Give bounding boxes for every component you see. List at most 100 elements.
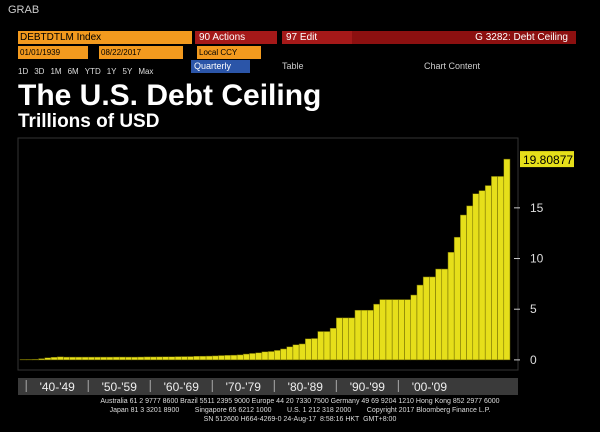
- bar: [193, 356, 201, 361]
- bar: [298, 343, 306, 361]
- bar: [174, 356, 182, 361]
- period-button[interactable]: YTD: [84, 67, 101, 76]
- bar: [336, 317, 343, 361]
- bar: [484, 185, 492, 361]
- period-button[interactable]: 6M: [67, 67, 79, 76]
- bar: [503, 158, 511, 361]
- bar: [181, 356, 188, 361]
- bar: [267, 351, 275, 361]
- app-title: GRAB: [8, 4, 40, 16]
- bar: [236, 354, 244, 361]
- x-axis-band: [18, 378, 518, 395]
- bar: [249, 353, 256, 361]
- footer-line: Australia 61 2 9777 8600 Brazil 5511 239…: [100, 398, 500, 405]
- bar: [44, 357, 52, 361]
- bar: [354, 309, 362, 361]
- bar: [466, 205, 474, 361]
- x-tick-label: '70-'79: [226, 380, 262, 394]
- bar: [311, 338, 318, 361]
- bar: [205, 355, 213, 361]
- bar: [329, 327, 337, 361]
- x-tick-label: '00-'09: [412, 380, 448, 394]
- currency[interactable]: Local CCY: [197, 46, 261, 59]
- bar: [38, 358, 46, 361]
- period-bar: 1D 3D 1M 6M YTD 1Y 5Y Max: [18, 61, 159, 76]
- frequency[interactable]: Quarterly: [191, 60, 250, 73]
- table-button[interactable]: Table: [282, 61, 304, 71]
- bar: [429, 276, 436, 361]
- bar: [137, 356, 145, 361]
- bar: [162, 356, 170, 361]
- bar: [156, 356, 163, 361]
- bar: [497, 176, 505, 361]
- period-button[interactable]: Max: [138, 67, 154, 76]
- bar: [69, 356, 77, 361]
- bar: [274, 350, 281, 361]
- bar: [230, 354, 238, 361]
- bar: [416, 284, 424, 361]
- bar: [317, 331, 325, 361]
- bar: [255, 352, 263, 361]
- bar: [342, 317, 349, 361]
- bar: [360, 309, 368, 361]
- bar: [472, 193, 480, 361]
- bar: [168, 356, 176, 361]
- bar: [379, 299, 387, 361]
- x-tick-label: '40-'49: [40, 380, 76, 394]
- y-tick-label: 0: [530, 353, 537, 367]
- start-date[interactable]: 01/01/1939: [18, 46, 88, 59]
- last-value-label: 19.80877: [523, 153, 573, 167]
- x-tick-label: '50-'59: [102, 380, 138, 394]
- bar: [75, 356, 83, 361]
- bar: [131, 356, 139, 361]
- bar: [199, 355, 207, 361]
- bar: [447, 252, 455, 361]
- period-button[interactable]: 1Y: [106, 67, 117, 76]
- bar: [87, 356, 95, 361]
- bar: [94, 356, 101, 361]
- period-button[interactable]: 1M: [50, 67, 62, 76]
- bar: [398, 299, 405, 361]
- bar: [478, 190, 486, 361]
- bar: [106, 356, 114, 361]
- bar: [391, 299, 399, 361]
- ticker[interactable]: DEBTDTLM Index: [18, 31, 192, 44]
- bar: [125, 356, 132, 361]
- bar: [453, 236, 461, 361]
- chart: 0 5 10 15 '40-'49 '50-'59 '60-'69 '70-'79 '80-'8…: [17, 137, 574, 395]
- bar: [348, 317, 356, 361]
- bar: [81, 356, 89, 361]
- footer-line: SN 512600 H664-4269-0 24-Aug-17 8:58:16 …: [203, 416, 397, 423]
- bar: [261, 351, 269, 361]
- bar: [56, 356, 64, 361]
- bar: [143, 356, 151, 361]
- bar: [292, 344, 300, 361]
- period-button[interactable]: 5Y: [122, 67, 133, 76]
- bar: [63, 356, 70, 361]
- bar: [100, 356, 108, 361]
- bar: [441, 268, 449, 361]
- last-value-box: [520, 151, 574, 168]
- x-tick-label: '60-'69: [164, 380, 200, 394]
- chart-content-button[interactable]: Chart Content: [424, 61, 481, 71]
- bar: [323, 331, 331, 361]
- period-button[interactable]: 1D: [18, 67, 29, 76]
- bar: [385, 299, 393, 361]
- end-date[interactable]: 08/22/2017: [99, 46, 183, 59]
- chart-subtitle: Trillions of USD: [18, 111, 160, 132]
- bar: [218, 355, 225, 361]
- bar: [460, 214, 467, 361]
- edit-menu[interactable]: 97 Edit: [282, 31, 352, 44]
- bar: [280, 348, 287, 361]
- bar: [286, 346, 294, 361]
- y-tick-label: 5: [530, 302, 537, 316]
- bar: [212, 355, 219, 361]
- bar: [422, 276, 430, 361]
- bar: [435, 268, 443, 361]
- y-tick-label: 15: [530, 201, 544, 215]
- x-tick-label: '80-'89: [288, 380, 324, 394]
- bar: [491, 176, 498, 361]
- actions-menu[interactable]: 90 Actions: [195, 31, 277, 44]
- period-button[interactable]: 3D: [34, 67, 45, 76]
